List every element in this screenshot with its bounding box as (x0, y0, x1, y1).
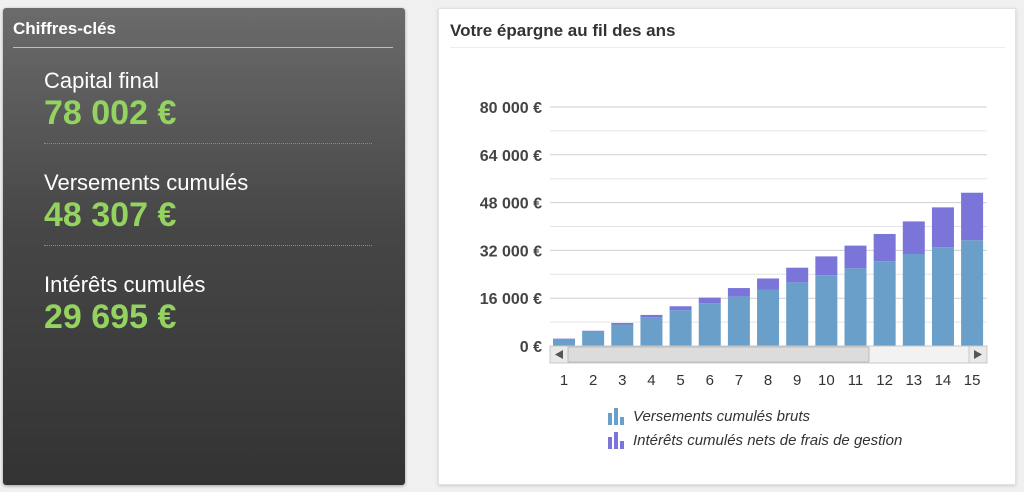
x-tick-label: 10 (818, 372, 835, 389)
bar-versements (698, 303, 721, 346)
bar-versements (786, 282, 809, 346)
bar-versements (611, 324, 634, 346)
savings-bar-chart: 0 € 16 000 € 32 000 € 48 000 € 64 000 € 80 00… (480, 100, 988, 389)
bar-versements (961, 240, 984, 346)
bar-interets (961, 192, 984, 241)
bar-interets (582, 330, 605, 332)
kpi-divider (44, 245, 372, 246)
y-tick-label: 32 000 € (480, 243, 542, 260)
chart-horizontal-scrollbar[interactable] (549, 345, 988, 364)
y-tick-label: 0 € (520, 339, 542, 356)
kpi-final-capital: Capital final 78 002 € (44, 68, 372, 132)
y-tick-label: 48 000 € (480, 196, 542, 213)
bar-interets (931, 207, 954, 248)
x-tick-label: 9 (793, 372, 801, 389)
bar-interets (902, 221, 925, 254)
chart-legend: Versements cumulés bruts Intérêts cumulé… (607, 404, 902, 452)
bar-interets (669, 306, 692, 311)
bar-versements (757, 289, 780, 346)
bar-interets (640, 314, 663, 318)
kpi-cumulative-deposits-value: 48 307 € (44, 196, 177, 234)
kpi-final-capital-value: 78 002 € (44, 94, 177, 132)
y-tick-label: 16 000 € (480, 291, 542, 308)
bar-versements (844, 268, 867, 346)
kpi-divider (44, 143, 372, 144)
bar-interets (698, 297, 721, 304)
y-axis-ticks: 0 € 16 000 € 32 000 € 48 000 € 64 000 € 80 00… (480, 100, 542, 356)
x-tick-label: 5 (676, 372, 684, 389)
y-tick-label: 64 000 € (480, 148, 542, 165)
chart-title-divider (450, 47, 1005, 48)
kpi-cumulative-interest-value: 29 695 € (44, 298, 177, 336)
bar-versements (553, 338, 575, 346)
x-tick-label: 6 (706, 372, 714, 389)
chart-bars (553, 192, 984, 346)
bar-versements (727, 296, 750, 346)
x-tick-label: 7 (735, 372, 743, 389)
scrollbar-thumb[interactable] (567, 346, 870, 363)
x-tick-label: 1 (560, 372, 568, 389)
bar-interets (611, 322, 634, 325)
key-figures-panel: Chiffres-clés Capital final 78 002 € Ver… (3, 8, 405, 485)
x-axis-ticks: 1 2 3 4 5 6 7 8 9 10 11 12 13 14 15 (560, 372, 981, 389)
x-tick-label: 12 (876, 372, 893, 389)
x-tick-label: 13 (905, 372, 922, 389)
bar-interets (844, 245, 867, 269)
x-tick-label: 15 (964, 372, 981, 389)
x-tick-label: 3 (618, 372, 626, 389)
bar-versements (815, 275, 838, 346)
bar-chart-icon (608, 408, 624, 425)
bar-versements (873, 261, 896, 346)
legend-label-versements: Versements cumulés bruts (633, 407, 811, 425)
x-tick-label: 14 (935, 372, 952, 389)
key-figures-title: Chiffres-clés (13, 19, 116, 38)
arrow-left-icon (555, 350, 563, 359)
bar-chart-icon (608, 432, 624, 449)
kpi-cumulative-deposits: Versements cumulés 48 307 € (44, 170, 372, 234)
legend-label-interets: Intérêts cumulés nets de frais de gestio… (633, 431, 903, 449)
legend-item-interets[interactable]: Intérêts cumulés nets de frais de gestio… (607, 428, 902, 452)
bar-interets (815, 256, 838, 276)
y-tick-label: 80 000 € (480, 100, 542, 117)
bar-interets (757, 278, 780, 290)
bar-versements (640, 317, 663, 346)
bar-versements (669, 310, 692, 346)
bar-versements (582, 331, 605, 346)
bar-versements (902, 253, 925, 346)
x-tick-label: 8 (764, 372, 772, 389)
x-tick-label: 4 (647, 372, 655, 389)
bar-versements (931, 247, 954, 346)
arrow-right-icon (974, 350, 982, 359)
savings-chart-panel: Votre épargne au fil des ans 0 € 16 000 €… (438, 8, 1016, 485)
kpi-cumulative-interest-label: Intérêts cumulés (44, 272, 206, 297)
bar-interets (786, 267, 809, 283)
x-tick-label: 11 (848, 372, 864, 389)
bar-interets (727, 288, 750, 297)
key-figures-title-divider (13, 47, 393, 48)
kpi-cumulative-deposits-label: Versements cumulés (44, 170, 249, 195)
kpi-final-capital-label: Capital final (44, 68, 159, 93)
bar-interets (873, 233, 896, 262)
legend-item-versements[interactable]: Versements cumulés bruts (607, 404, 902, 428)
kpi-cumulative-interest: Intérêts cumulés 29 695 € (44, 272, 372, 336)
chart-title: Votre épargne au fil des ans (450, 21, 676, 40)
x-tick-label: 2 (589, 372, 597, 389)
